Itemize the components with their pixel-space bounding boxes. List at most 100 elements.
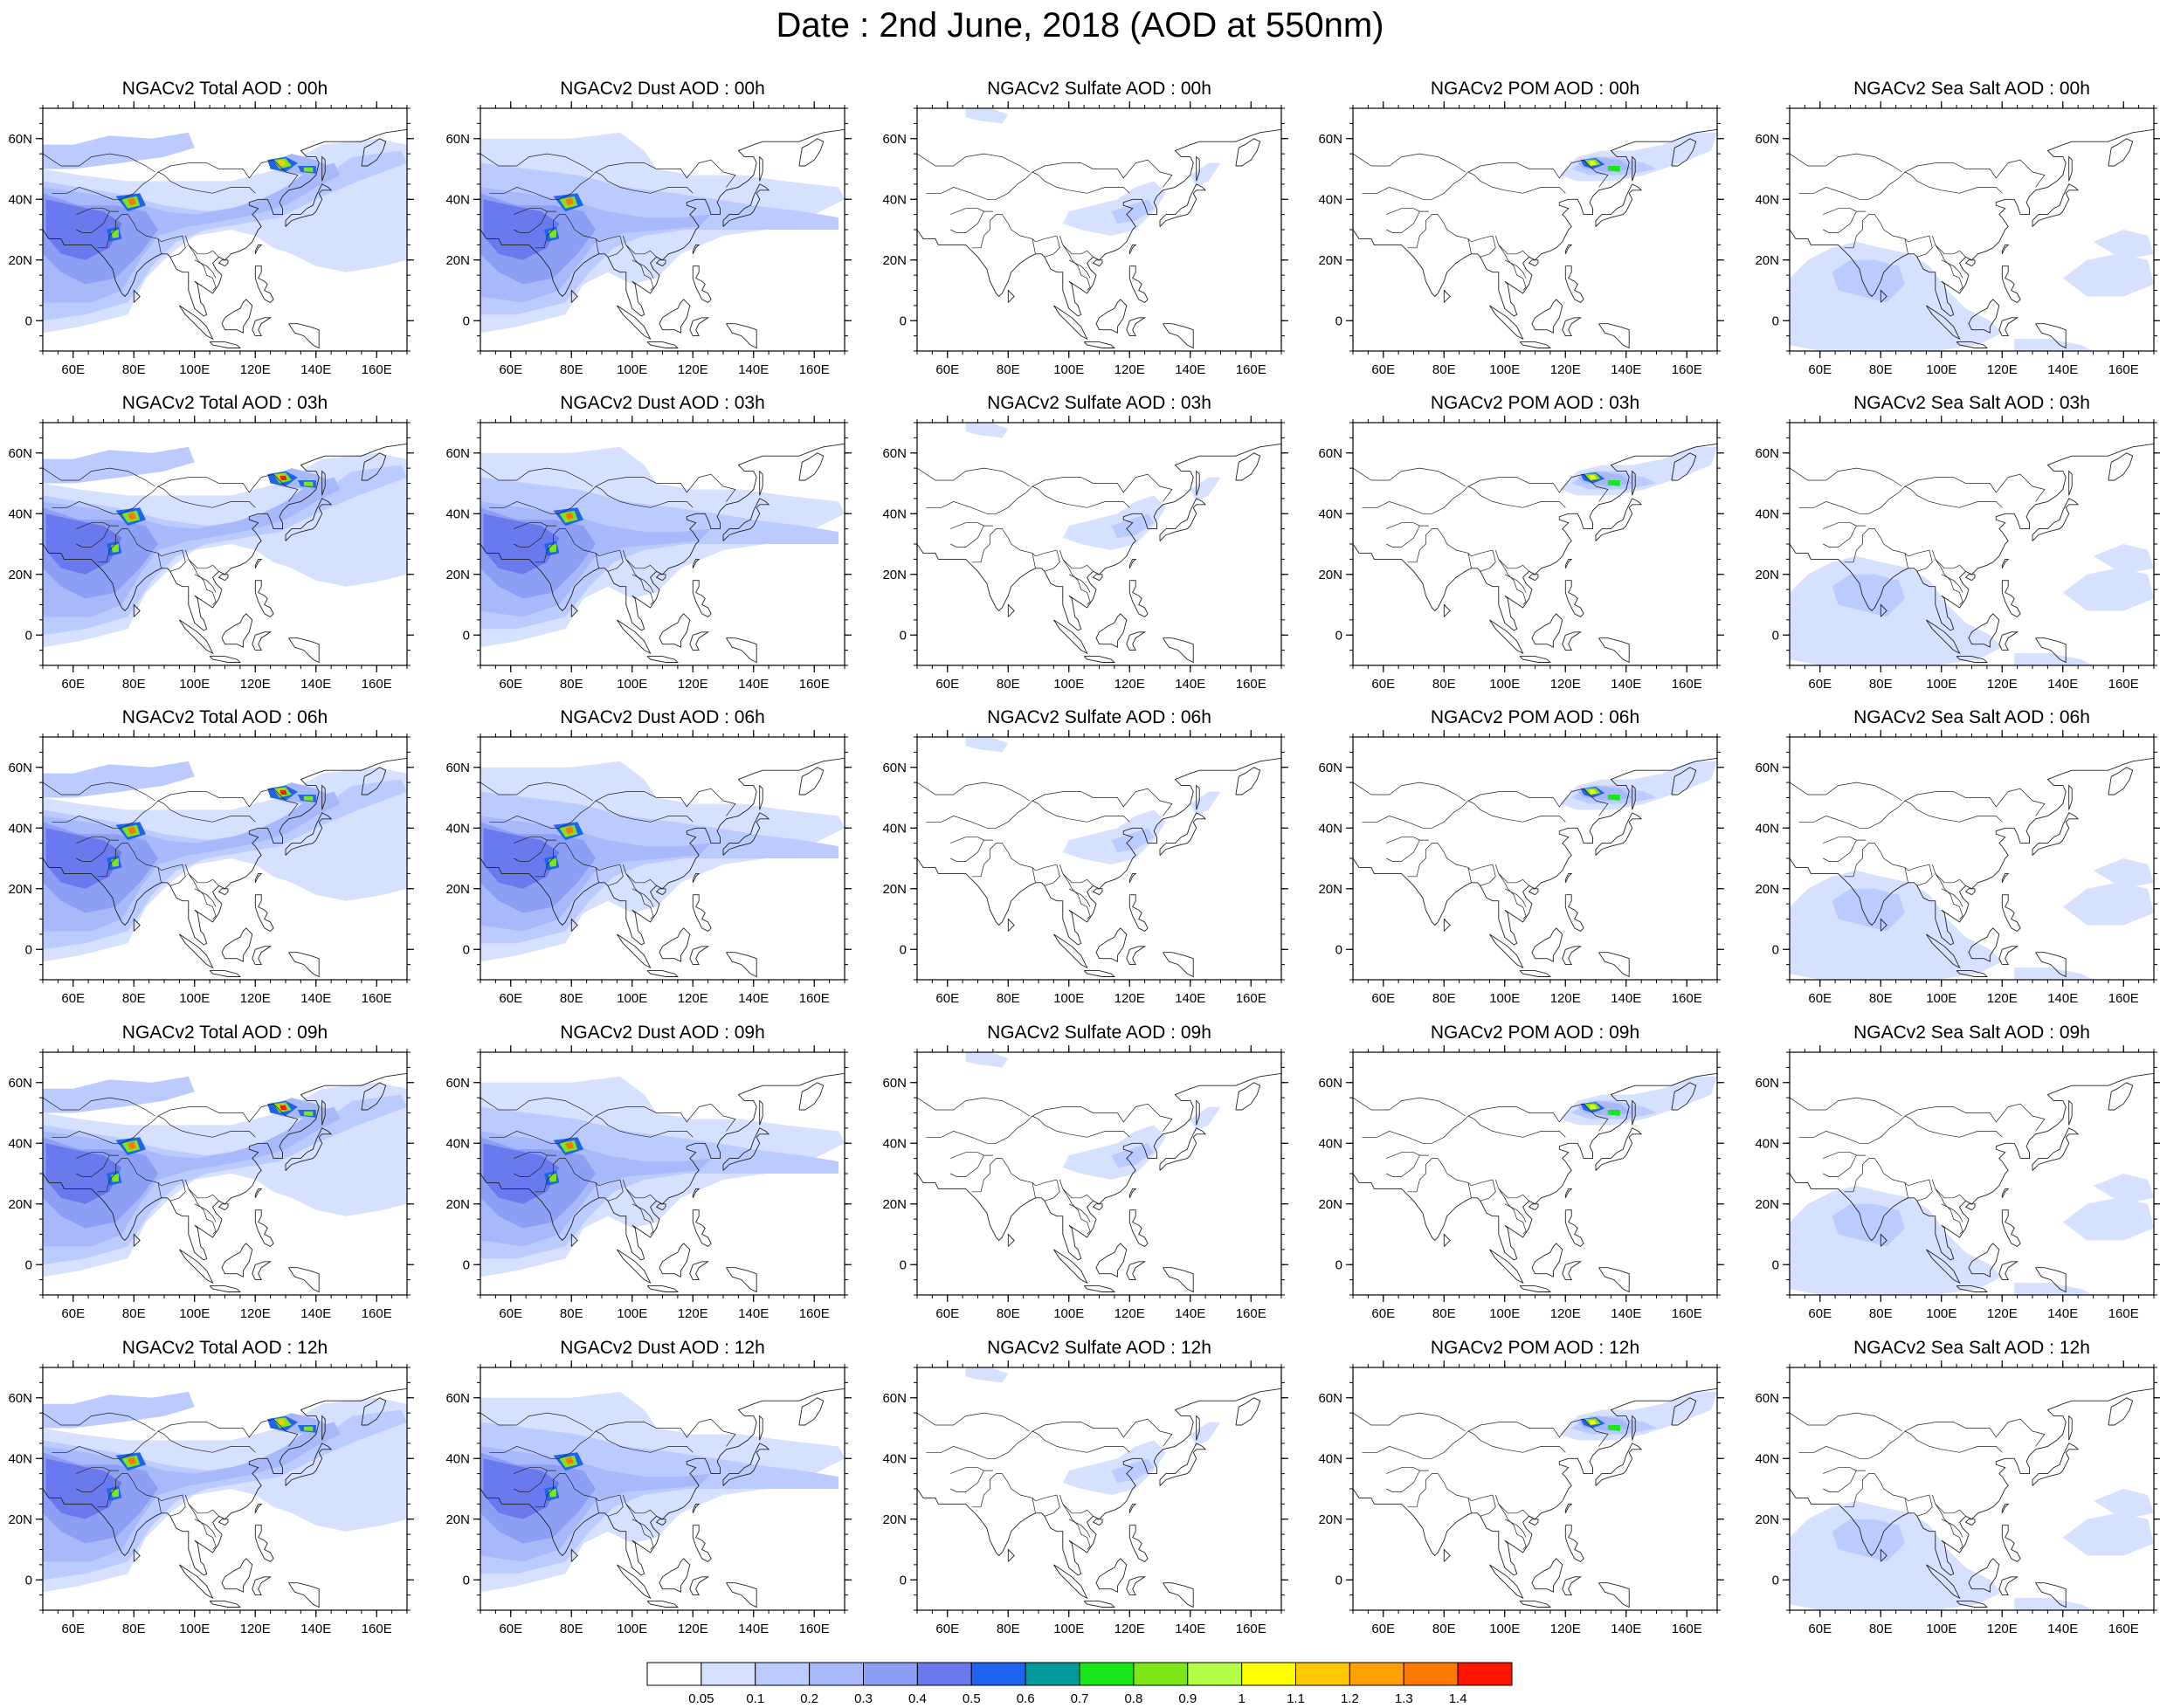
aod-contour-fill xyxy=(1832,1203,1905,1247)
lat-tick-label: 20N xyxy=(445,882,470,897)
lat-tick-label: 0 xyxy=(463,1257,470,1272)
coastline xyxy=(655,1203,666,1211)
lon-tick-label: 80E xyxy=(1869,362,1893,377)
coastline xyxy=(692,580,712,617)
lon-tick-label: 60E xyxy=(935,1622,959,1636)
coastline xyxy=(1128,894,1149,932)
aod-field xyxy=(1790,544,2154,665)
country-border xyxy=(1059,1179,1064,1189)
coastline xyxy=(1671,452,1697,481)
country-border xyxy=(535,214,624,258)
plot-area: 60E 80E 100E 120E 140E 160E 60N 40N 20N 0 xyxy=(1318,416,1724,692)
country-border xyxy=(1904,238,1908,254)
coastline xyxy=(254,872,263,883)
aod-contour-fill xyxy=(2093,1174,2154,1204)
country-border xyxy=(1467,800,1566,823)
country-border xyxy=(157,553,162,568)
lon-tick-label: 100E xyxy=(179,1306,210,1321)
coastline xyxy=(1595,812,1643,856)
coastlines xyxy=(43,128,407,349)
coastline xyxy=(1083,656,1116,663)
colorbar-box xyxy=(1025,1662,1080,1686)
coastline xyxy=(1880,603,1887,617)
coastline xyxy=(1007,289,1015,303)
coastline xyxy=(209,1285,242,1292)
colorbar-box xyxy=(1403,1662,1459,1686)
country-border xyxy=(625,873,654,919)
lon-tick-label: 140E xyxy=(300,1306,331,1321)
map-plot: 60E 80E 100E 120E 140E 160E 60N 40N 20N 0 xyxy=(445,416,852,692)
country-border xyxy=(514,522,556,529)
panel-title: NGACv2 Dust AOD : 09h xyxy=(560,1023,765,1043)
coastline xyxy=(285,1443,333,1486)
panel-title: NGACv2 Sea Salt AOD : 12h xyxy=(1853,1338,2090,1358)
lon-tick-label: 100E xyxy=(1489,1622,1520,1636)
country-border xyxy=(926,473,1173,514)
plot-area: 60E 80E 100E 120E 140E 160E 60N 40N 20N 0 xyxy=(445,416,852,692)
country-border xyxy=(1790,467,1902,487)
country-border xyxy=(926,159,1173,200)
lon-tick-label: 140E xyxy=(1611,991,1641,1006)
lon-tick-label: 160E xyxy=(1672,1306,1702,1321)
lon-tick-label: 60E xyxy=(935,362,959,377)
country-border xyxy=(157,1182,162,1198)
coastline xyxy=(1926,1249,1961,1284)
coastline xyxy=(798,767,825,795)
coastline xyxy=(2032,498,2080,541)
coastline xyxy=(179,1564,214,1600)
country-border xyxy=(1386,522,1429,529)
coastline xyxy=(252,1261,273,1281)
aod-contour-fill xyxy=(2014,1598,2094,1610)
country-border xyxy=(1494,1179,1500,1189)
lon-tick-label: 100E xyxy=(1053,677,1084,692)
coastline xyxy=(1598,1267,1630,1293)
country-border xyxy=(1407,528,1496,572)
coastline xyxy=(646,1285,680,1292)
plot-area: 60E 80E 100E 120E 140E 160E 60N 40N 20N 0 xyxy=(1755,1360,2160,1636)
lat-tick-label: 20N xyxy=(1318,1512,1342,1527)
lon-tick-label: 60E xyxy=(499,1306,522,1321)
coastline xyxy=(917,757,1281,946)
map-plot: 60E 80E 100E 120E 140E 160E 60N 40N 20N 0 xyxy=(1318,1360,1724,1636)
aod-contour-fill xyxy=(303,1111,314,1116)
lon-tick-label: 120E xyxy=(1115,677,1145,692)
map-panel-pom-06h: NGACv2 POM AOD : 06h 60E 80E 100E 120E 140E 16… xyxy=(1302,707,1739,1006)
lat-tick-label: 60N xyxy=(8,1076,32,1091)
country-border xyxy=(1467,171,1566,194)
lon-tick-label: 140E xyxy=(1175,1306,1205,1321)
coastline xyxy=(1159,498,1207,541)
map-plot: 60E 80E 100E 120E 140E 160E 60N 40N 20N 0 xyxy=(882,730,1288,1006)
plot-area: 60E 80E 100E 120E 140E 160E 60N 40N 20N 0 xyxy=(445,1045,852,1321)
country-border xyxy=(1790,1412,1902,1432)
lon-tick-label: 60E xyxy=(1371,362,1395,377)
coastline xyxy=(1159,1127,1207,1171)
coastline xyxy=(1128,1209,1149,1247)
country-border xyxy=(631,1203,654,1222)
country-border xyxy=(1498,873,1529,886)
aod-contour-fill xyxy=(1607,1425,1620,1431)
coastline xyxy=(1671,1397,1697,1426)
colorbar-box xyxy=(1187,1662,1243,1686)
coastline xyxy=(361,1397,387,1426)
lon-tick-label: 140E xyxy=(738,362,769,377)
map-plot: 60E 80E 100E 120E 140E 160E 60N 40N 20N 0 xyxy=(1755,1045,2160,1321)
coastline xyxy=(1880,289,1887,303)
plot-area: 60E 80E 100E 120E 140E 160E 60N 40N 20N 0 xyxy=(882,1360,1288,1636)
country-border xyxy=(1904,171,2003,194)
coastline xyxy=(217,259,229,267)
country-border xyxy=(188,1504,217,1550)
coastline xyxy=(1790,1072,2154,1261)
country-border xyxy=(514,208,556,215)
lat-tick-label: 40N xyxy=(8,821,32,836)
lat-tick-label: 60N xyxy=(445,1391,470,1406)
coastline xyxy=(917,128,1281,317)
country-border xyxy=(917,782,1030,802)
plot-area: 60E 80E 100E 120E 140E 160E 60N 40N 20N 0 xyxy=(1318,730,1724,1006)
coastline xyxy=(692,265,712,303)
country-border xyxy=(1494,235,1500,245)
coastline xyxy=(1531,299,1563,334)
plot-area: 60E 80E 100E 120E 140E 160E 60N 40N 20N 0 xyxy=(445,730,852,1006)
coastline xyxy=(2001,1209,2021,1247)
panel-title: NGACv2 Sulfate AOD : 03h xyxy=(987,393,1211,413)
coastline xyxy=(285,183,333,227)
